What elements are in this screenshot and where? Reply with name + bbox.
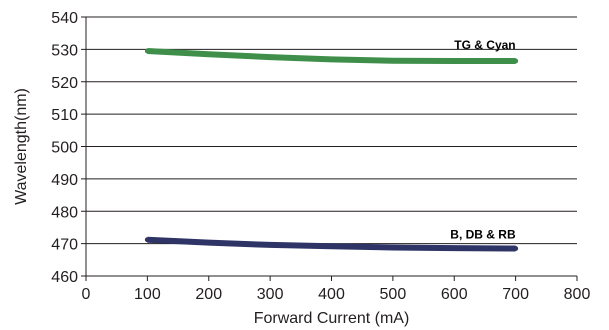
- data-point-1-200: [206, 51, 212, 57]
- data-point-1-500: [390, 58, 396, 64]
- data-point-1-100: [144, 48, 150, 54]
- x-tick-label-400: 400: [318, 286, 345, 303]
- data-point-1-600: [451, 58, 457, 64]
- data-point-2-400: [329, 243, 334, 249]
- x-tick-label-300: 300: [257, 286, 284, 303]
- y-tick-label-490: 490: [51, 172, 78, 189]
- x-tick-label-800: 800: [564, 286, 591, 303]
- series-label-2: B, DB & RB: [450, 227, 516, 241]
- data-point-1-300: [267, 54, 273, 60]
- data-point-2-300: [267, 242, 273, 248]
- y-tick-label-500: 500: [51, 140, 78, 157]
- y-tick-label-480: 480: [51, 204, 78, 221]
- data-point-1-400: [329, 56, 334, 62]
- series-label-1: TG & Cyan: [454, 38, 515, 52]
- data-point-2-700: [513, 245, 519, 251]
- data-point-2-200: [206, 240, 212, 246]
- x-tick-label-700: 700: [502, 286, 529, 303]
- tick-labels: 460 470 480 490 500 510 520 530 540 0 100 200 300 400…: [51, 10, 590, 303]
- series-labels: TG & Cyan B, DB & RB: [450, 38, 516, 241]
- y-tick-label-470: 470: [51, 237, 78, 254]
- y-tick-label-530: 530: [51, 42, 78, 59]
- data-point-1-700: [513, 58, 519, 64]
- y-axis-title: Wavelength(nm): [13, 88, 30, 205]
- data-point-2-600: [451, 245, 457, 251]
- x-axis-title: Forward Current (mA): [254, 310, 410, 327]
- x-tick-label-200: 200: [195, 286, 222, 303]
- x-tick-label-600: 600: [441, 286, 468, 303]
- y-tick-label-520: 520: [51, 75, 78, 92]
- x-tick-label-100: 100: [134, 286, 161, 303]
- x-tick-label-500: 500: [380, 286, 407, 303]
- x-tick-label-0: 0: [82, 286, 91, 303]
- y-tick-label-510: 510: [51, 107, 78, 124]
- y-tick-label-540: 540: [51, 10, 78, 27]
- y-tick-label-460: 460: [51, 269, 78, 286]
- axes: [81, 16, 578, 281]
- series-lines: [144, 47, 519, 252]
- data-point-2-500: [390, 245, 396, 251]
- data-point-2-100: [144, 237, 150, 243]
